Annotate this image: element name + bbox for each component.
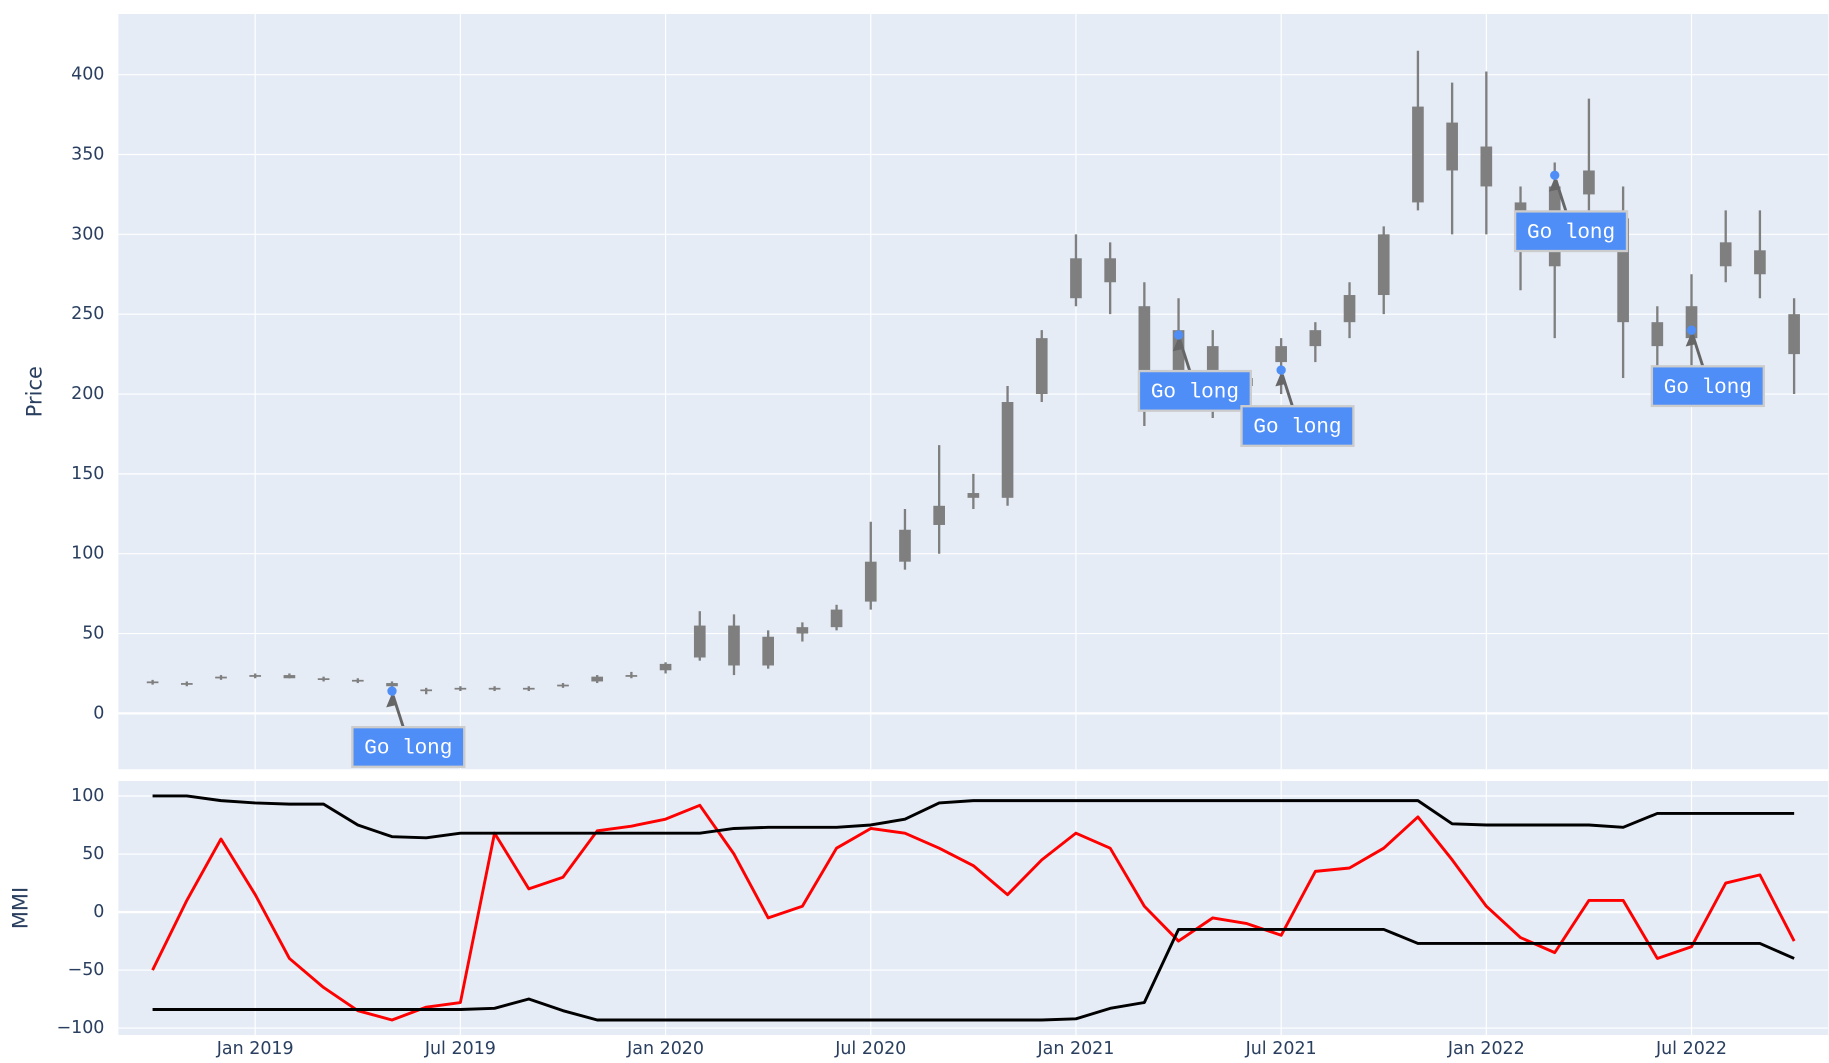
signal-marker <box>1173 330 1184 340</box>
candle-body <box>591 676 604 682</box>
candle-body <box>1412 106 1424 203</box>
candle-body <box>1138 306 1151 371</box>
candle-body <box>146 681 159 684</box>
y-tick-label: 100 <box>71 544 104 564</box>
x-tick-label: Jan 2021 <box>1036 1039 1114 1059</box>
candle-body <box>659 663 672 671</box>
x-tick-label: Jul 2019 <box>424 1039 496 1059</box>
y-tick-label: 100 <box>71 786 104 806</box>
candle-body <box>1446 122 1458 171</box>
annotation-text: Go long <box>1151 382 1239 405</box>
y-tick-label: −50 <box>68 960 105 980</box>
y-axis-title: Price <box>23 366 47 417</box>
x-tick-label: Jan 2019 <box>216 1039 294 1059</box>
candle-body <box>1377 234 1390 296</box>
candle-body <box>693 625 706 658</box>
candle-body <box>317 678 330 681</box>
y-tick-label: −100 <box>56 1018 104 1038</box>
candle-body <box>180 683 193 685</box>
annotation-text: Go long <box>1664 377 1752 400</box>
candle-body <box>1070 258 1082 299</box>
candle-body <box>1754 250 1766 275</box>
annotation-text: Go long <box>364 738 452 761</box>
candle-body <box>1719 242 1732 267</box>
candle-body <box>899 529 911 562</box>
candle-body <box>488 687 501 690</box>
annotation-arrowhead <box>386 693 397 708</box>
annotation-arrowhead <box>1685 332 1697 347</box>
candle-body <box>1104 258 1116 283</box>
candle-body <box>1788 314 1800 355</box>
candle-body <box>762 636 775 666</box>
candle-body <box>215 676 227 679</box>
annotation-text: Go long <box>1527 222 1615 245</box>
mmi-line <box>152 927 1795 1022</box>
y-tick-label: 0 <box>93 902 104 922</box>
candle-body <box>1172 330 1185 371</box>
candle-body <box>625 675 638 677</box>
annotation-box <box>1240 405 1355 448</box>
candle-body <box>1480 146 1493 187</box>
mmi-plot-area <box>118 780 1829 1036</box>
y-tick-label: 250 <box>71 304 104 324</box>
y-tick-label: 0 <box>93 703 104 723</box>
candle-body <box>283 675 296 679</box>
candle-body <box>1685 306 1698 339</box>
annotation-box <box>1137 369 1252 412</box>
candle-body <box>420 689 433 692</box>
candle-body <box>1206 346 1219 387</box>
annotation-box <box>1513 210 1629 253</box>
mmi-line <box>151 803 1796 1022</box>
candle-body <box>1651 322 1664 347</box>
candle-body <box>796 627 809 634</box>
annotation-arrowhead <box>1548 177 1560 192</box>
signal-marker <box>1686 325 1697 335</box>
mmi-line <box>152 794 1795 840</box>
candle-body <box>1617 218 1629 323</box>
candle-body <box>1001 402 1014 498</box>
candle-body <box>1035 338 1048 395</box>
candle-body <box>1309 330 1322 347</box>
y-tick-label: 400 <box>71 65 104 85</box>
candle-body <box>386 683 398 687</box>
signal-marker <box>387 686 397 696</box>
candle-body <box>249 675 262 677</box>
candle-body <box>967 493 980 498</box>
y-tick-label: 50 <box>82 624 104 644</box>
x-tick-label: Jul 2020 <box>834 1039 906 1059</box>
candle-body <box>454 687 467 690</box>
x-tick-label: Jan 2022 <box>1447 1039 1525 1059</box>
annotation-arrowhead <box>1172 337 1184 352</box>
y-tick-label: 150 <box>71 464 104 484</box>
annotation-arrowhead <box>1275 372 1286 387</box>
signal-marker <box>1276 365 1286 375</box>
candle-body <box>351 679 364 682</box>
x-tick-label: Jul 2021 <box>1245 1039 1317 1059</box>
signal-marker <box>1550 170 1560 180</box>
candle-body <box>933 505 945 525</box>
candle-body <box>522 687 535 690</box>
annotation-text: Go long <box>1253 417 1341 440</box>
x-tick-label: Jul 2022 <box>1655 1039 1727 1059</box>
candle-body <box>1343 295 1356 323</box>
candle-body <box>1275 346 1287 363</box>
candle-body <box>557 684 569 687</box>
y-tick-label: 50 <box>82 844 104 864</box>
x-tick-label: Jan 2020 <box>626 1039 704 1059</box>
candle-body <box>1583 170 1595 195</box>
y-axis-title: MMI <box>9 887 33 929</box>
candle-body <box>830 609 843 628</box>
candle-body <box>728 625 740 666</box>
annotation-box <box>351 725 466 768</box>
y-tick-label: 300 <box>71 224 104 244</box>
y-tick-label: 200 <box>71 384 104 404</box>
price-plot-area <box>118 13 1829 770</box>
y-tick-label: 350 <box>71 145 104 165</box>
candle-body <box>864 561 877 602</box>
annotation-box <box>1650 365 1765 408</box>
